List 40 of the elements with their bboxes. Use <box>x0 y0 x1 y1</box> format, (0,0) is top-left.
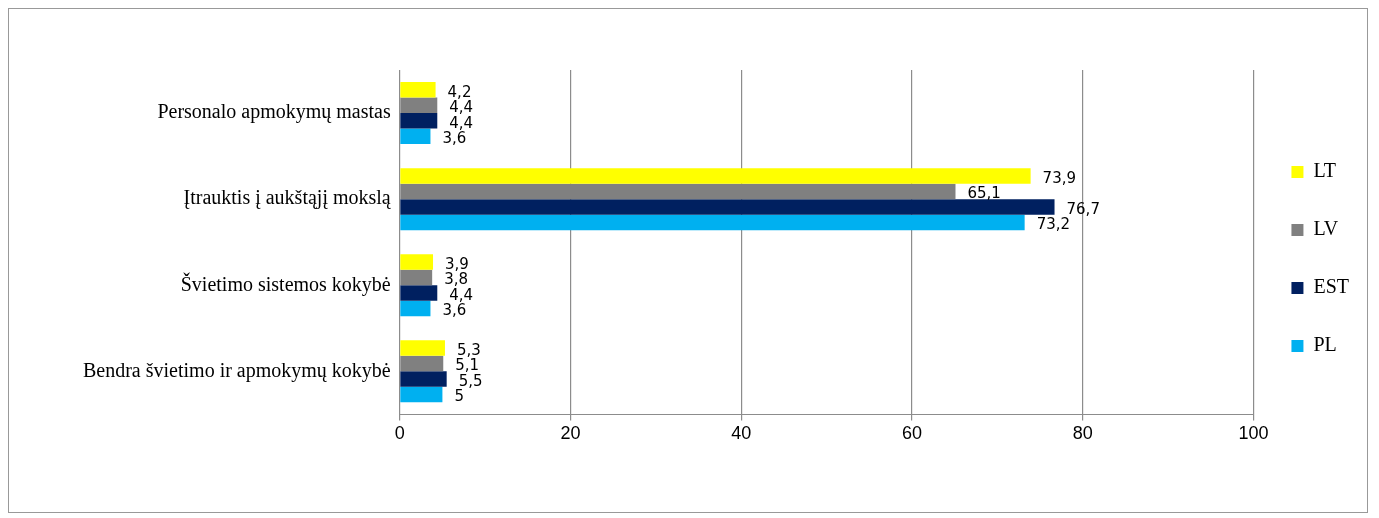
data-label: 73,9 <box>1042 168 1077 187</box>
bar <box>400 371 447 387</box>
y-tick-label: Švietimo sistemos kokybė <box>180 271 391 296</box>
y-tick-label: Bendra švietimo ir apmokymų kokybė <box>82 358 391 382</box>
bar <box>400 340 445 356</box>
data-label: 73,2 <box>1036 215 1071 234</box>
x-tick-label: 80 <box>1072 423 1093 444</box>
data-label: 3,9 <box>445 254 469 273</box>
bar <box>400 214 1025 231</box>
legend-label: LT <box>1313 159 1337 182</box>
y-tick-label: Įtrauktis į aukštąjį mokslą <box>183 186 392 210</box>
bar <box>400 355 444 372</box>
legend-label: PL <box>1313 333 1337 356</box>
data-label: 3,6 <box>442 301 467 320</box>
data-label: 5,3 <box>456 340 481 359</box>
legend-label: EST <box>1313 275 1350 298</box>
bar <box>400 300 431 317</box>
bar <box>400 386 443 403</box>
bar <box>400 168 1031 184</box>
bar <box>400 97 438 114</box>
bar <box>400 199 1055 215</box>
bar <box>400 254 434 270</box>
data-label: 3,6 <box>442 129 467 148</box>
data-label: 76,7 <box>1066 199 1100 218</box>
x-tick-label: 0 <box>394 423 405 444</box>
bar <box>400 269 433 286</box>
bar <box>400 128 431 145</box>
x-tick-label: 20 <box>560 423 581 444</box>
y-tick-label: Personalo apmokymų mastas <box>157 100 391 124</box>
bar <box>400 183 956 200</box>
data-label: 4,2 <box>447 82 472 101</box>
bar <box>400 82 436 98</box>
x-tick-label: 100 <box>1238 423 1269 444</box>
data-label: 5 <box>454 387 464 406</box>
bar <box>400 285 438 301</box>
data-label: 65,1 <box>967 184 1001 203</box>
x-tick-label: 60 <box>901 423 922 444</box>
bar <box>400 113 438 129</box>
legend-label: LV <box>1313 217 1339 240</box>
x-tick-label: 40 <box>731 423 752 444</box>
